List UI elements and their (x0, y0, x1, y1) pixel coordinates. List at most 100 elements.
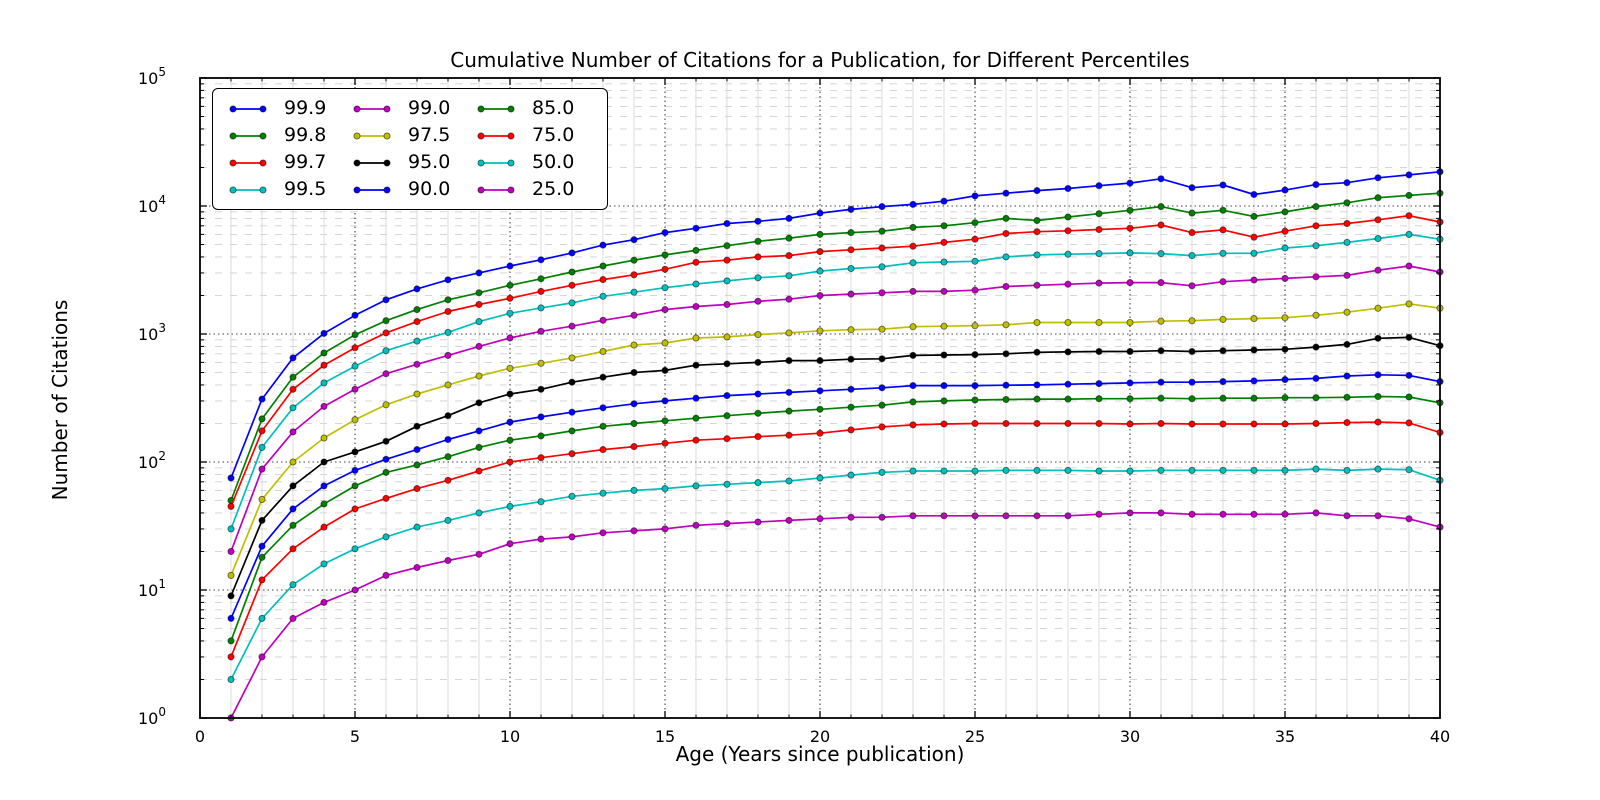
series-marker-99.8 (537, 275, 545, 283)
series-marker-99.9 (320, 329, 328, 337)
series-marker-99.0 (568, 322, 576, 330)
series-marker-99.8 (1312, 203, 1320, 211)
series-marker-90.0 (1312, 374, 1320, 382)
series-line-99.0 (230, 265, 1441, 552)
series-marker-99.7 (475, 300, 483, 309)
series-marker-75.0 (1033, 419, 1041, 428)
series-marker-90.0 (258, 542, 266, 550)
series-marker-97.5 (1374, 304, 1382, 312)
series-marker-75.0 (630, 443, 638, 451)
series-marker-50.0 (258, 614, 266, 622)
series-marker-95.0 (227, 592, 235, 600)
series-marker-75.0 (878, 423, 886, 431)
series-marker-97.5 (847, 326, 855, 334)
series-marker-75.0 (1219, 420, 1227, 428)
series-marker-25.0 (413, 563, 421, 572)
series-marker-90.0 (909, 382, 917, 390)
series-marker-50.0 (537, 498, 545, 506)
series-marker-95.0 (537, 385, 545, 393)
series-marker-97.5 (878, 325, 886, 333)
series-marker-99.9 (723, 219, 731, 228)
series-marker-95.0 (785, 357, 793, 365)
series-marker-50.0 (1033, 466, 1041, 474)
series-marker-99.0 (537, 327, 545, 335)
series-line-99.9 (230, 170, 1441, 479)
series-marker-90.0 (1374, 371, 1382, 379)
series-marker-99.0 (785, 295, 793, 303)
series-marker-99.8 (413, 306, 421, 314)
series-marker-97.5 (1281, 314, 1289, 322)
series-marker-90.0 (537, 413, 545, 421)
series-marker-25.0 (909, 512, 917, 520)
series-marker-85.0 (692, 414, 700, 422)
series-marker-99.9 (568, 249, 576, 257)
legend-line-swatch (477, 158, 515, 167)
series-marker-25.0 (320, 598, 328, 606)
series-marker-50.0 (692, 482, 700, 490)
x-tick-label: 0 (195, 727, 205, 746)
series-marker-50.0 (940, 467, 948, 475)
series-marker-99.7 (723, 256, 731, 264)
series-marker-85.0 (661, 417, 669, 425)
legend-label: 90.0 (408, 178, 451, 200)
series-marker-99.8 (568, 268, 576, 276)
series-marker-99.8 (382, 317, 390, 325)
series-marker-85.0 (599, 422, 607, 430)
legend-entry-99.8: 99.8 (225, 126, 349, 145)
series-marker-99.9 (444, 276, 452, 284)
series-marker-50.0 (475, 509, 483, 517)
series-marker-99.7 (227, 502, 235, 510)
series-marker-97.5 (1250, 315, 1258, 323)
series-marker-25.0 (568, 533, 576, 541)
series-marker-99.5 (909, 259, 917, 267)
series-marker-75.0 (320, 523, 328, 531)
series-marker-75.0 (1157, 419, 1165, 428)
series-marker-97.5 (1095, 318, 1103, 327)
series-marker-99.0 (1405, 262, 1413, 270)
series-marker-99.8 (258, 415, 266, 423)
series-marker-85.0 (971, 396, 979, 404)
series-marker-75.0 (909, 421, 917, 429)
legend: 99.9 99.8 99.7 99.5 99.0 97.5 95.0 90.0 85.0 75.0… (212, 88, 608, 210)
series-marker-25.0 (878, 513, 886, 521)
series-marker-99.5 (692, 280, 700, 288)
series-marker-85.0 (1312, 394, 1320, 402)
series-marker-99.0 (630, 311, 638, 319)
series-marker-97.5 (1126, 318, 1134, 327)
legend-entry-99.5: 99.5 (225, 180, 349, 199)
series-marker-50.0 (568, 492, 576, 500)
series-marker-25.0 (537, 535, 545, 543)
series-marker-50.0 (413, 523, 421, 531)
series-marker-99.5 (940, 258, 948, 266)
series-marker-99.9 (599, 241, 607, 249)
series-marker-85.0 (1126, 395, 1134, 403)
series-marker-75.0 (1281, 420, 1289, 428)
series-marker-99.5 (1250, 249, 1258, 257)
series-marker-99.8 (506, 281, 514, 289)
legend-label: 99.0 (408, 97, 451, 119)
series-marker-25.0 (661, 525, 669, 533)
series-marker-97.5 (351, 416, 359, 424)
series-marker-99.0 (227, 547, 235, 556)
series-marker-90.0 (1095, 380, 1103, 388)
series-marker-85.0 (630, 419, 638, 428)
y-tick-label: 101 (138, 577, 166, 600)
series-marker-50.0 (599, 489, 607, 497)
series-marker-50.0 (1157, 466, 1165, 474)
x-tick-label: 25 (965, 727, 985, 746)
series-marker-90.0 (289, 505, 297, 513)
series-marker-90.0 (1157, 378, 1165, 386)
series-marker-99.5 (1219, 249, 1227, 257)
x-tick-label: 30 (1120, 727, 1140, 746)
series-marker-25.0 (444, 556, 452, 565)
legend-label: 97.5 (408, 124, 451, 146)
series-marker-99.8 (351, 331, 359, 339)
series-marker-99.0 (1188, 282, 1196, 290)
series-marker-85.0 (878, 401, 886, 409)
series-marker-85.0 (351, 482, 359, 490)
series-marker-85.0 (475, 443, 483, 451)
series-marker-99.7 (1033, 228, 1041, 236)
series-marker-25.0 (754, 518, 762, 526)
series-marker-85.0 (568, 427, 576, 435)
